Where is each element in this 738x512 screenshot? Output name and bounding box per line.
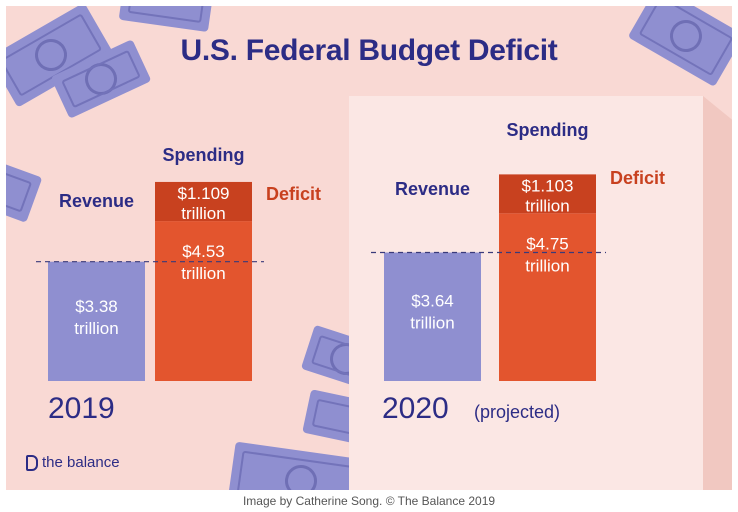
deficit-value-label-2019: $1.109 trillion [178, 184, 230, 223]
chart-area: $3.38 trillion $4.53 trillion $1.109 trillion… [36, 120, 665, 425]
infographic: U.S. Federal Budget Deficit $3.38 trillio… [6, 6, 732, 490]
revenue-bar-2019 [48, 261, 145, 381]
spending-header-2020: Spending [507, 120, 589, 140]
spending-bar-2019 [155, 221, 252, 381]
deficit-bar-2019 [155, 181, 252, 222]
deficit-bar-2020 [499, 174, 596, 214]
spending-value-label-2020: $4.75 trillion [525, 234, 569, 275]
revenue-value-label-2020: $3.64 trillion [410, 291, 454, 332]
image-credit: Image by Catherine Song. © The Balance 2… [242, 494, 496, 508]
balance-logo-icon [26, 454, 38, 471]
revenue-bar-2020 [384, 252, 481, 381]
spending-header-2019: Spending [163, 145, 245, 165]
spending-bar-2020 [499, 213, 596, 381]
chart-title: U.S. Federal Budget Deficit [180, 34, 558, 67]
revenue-header-2019: Revenue [59, 191, 134, 211]
revenue-value-label-2019: $3.38 trillion [74, 297, 118, 338]
spending-value-label-2019: $4.53 trillion [181, 242, 225, 283]
year-label-2019: 2019 [48, 392, 115, 425]
year-label-2020: 2020 [382, 392, 449, 425]
revenue-header-2020: Revenue [395, 179, 470, 199]
brand-logo: the balance [26, 454, 120, 471]
year-note-2020: (projected) [474, 402, 560, 422]
deficit-value-label-2020: $1.103 trillion [522, 176, 574, 215]
deficit-header-2020: Deficit [610, 168, 665, 188]
deficit-header-2019: Deficit [266, 184, 321, 204]
panel-2020-side [703, 96, 732, 490]
brand-name: the balance [42, 454, 120, 471]
